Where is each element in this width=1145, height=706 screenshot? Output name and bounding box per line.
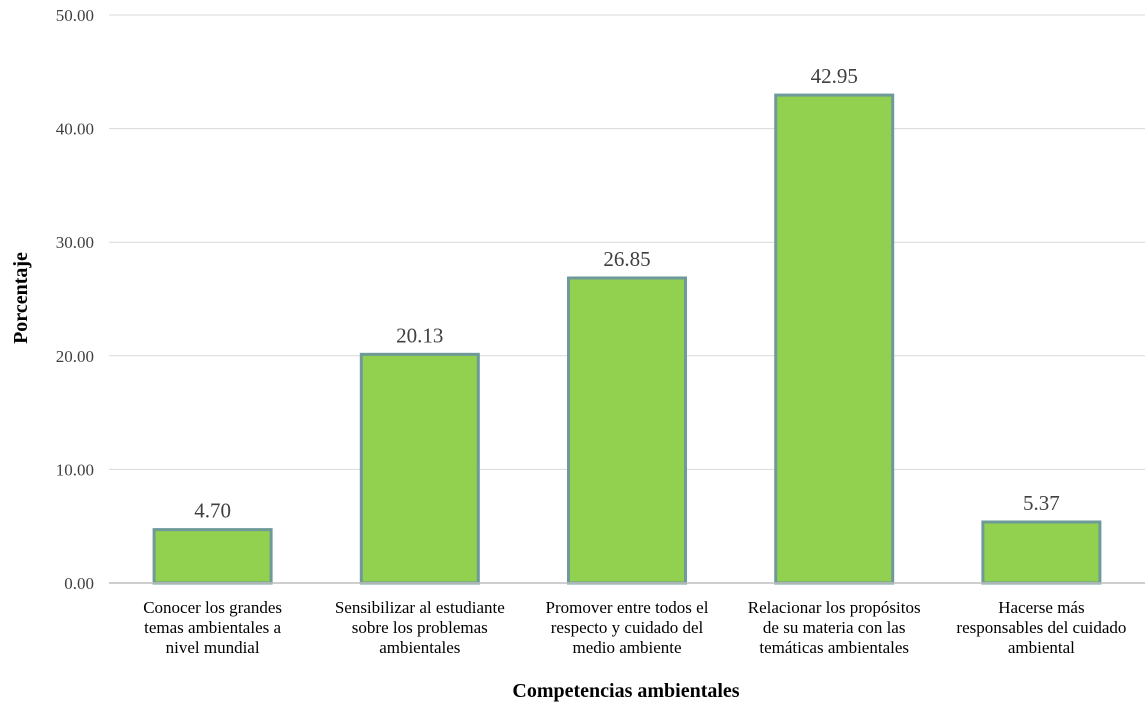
x-tick-label-line: ambientales <box>379 638 460 657</box>
x-tick-label: Promover entre todos el respecto y cuidad… <box>546 598 709 657</box>
data-label: 4.70 <box>194 499 231 523</box>
x-tick-label-line: Promover entre todos el <box>546 598 709 617</box>
x-tick-label: Relacionar los propósitos de su materia c… <box>748 598 921 657</box>
bar <box>359 352 480 585</box>
y-tick-label: 10.00 <box>56 460 94 479</box>
gridlines <box>109 14 1145 470</box>
x-tick-label: Hacerse más responsables del cuidado ambie… <box>956 598 1126 657</box>
y-tick-label: 30.00 <box>56 233 94 252</box>
data-label: 20.13 <box>396 323 443 347</box>
x-tick-label-line: de su materia con las <box>763 618 906 637</box>
x-tick-label: Conocer los grandes temas ambientales a ni… <box>143 598 282 657</box>
bars <box>152 93 1102 585</box>
bar <box>567 276 687 585</box>
x-tick-label-line: temáticas ambientales <box>759 638 909 657</box>
x-tick-label: Sensibilizar al estudiante sobre los prob… <box>335 598 505 657</box>
y-tick-label: 40.00 <box>56 120 94 139</box>
x-tick-label-line: Sensibilizar al estudiante <box>335 598 505 617</box>
y-tick-label: 0.00 <box>64 574 94 593</box>
x-tick-label-line: responsables del cuidado <box>956 618 1126 637</box>
y-tick-label: 20.00 <box>56 347 94 366</box>
x-tick-label-line: respecto y cuidado del <box>551 618 704 637</box>
x-tick-label-line: temas ambientales a <box>144 618 281 637</box>
x-tick-label-line: Hacerse más <box>998 598 1084 617</box>
x-tick-label-line: Conocer los grandes <box>143 598 282 617</box>
x-axis-title: Competencias ambientales <box>512 680 739 702</box>
x-tick-label-line: Relacionar los propósitos <box>748 598 921 617</box>
data-label: 42.95 <box>811 64 858 88</box>
data-label: 5.37 <box>1023 491 1060 515</box>
x-tick-label-line: medio ambiente <box>572 638 681 657</box>
bar <box>981 520 1102 585</box>
bar <box>152 528 273 585</box>
y-tick-label: 50.00 <box>56 6 94 25</box>
x-axis-ticks: Conocer los grandes temas ambientales a ni… <box>143 598 1126 657</box>
data-label: 26.85 <box>603 247 650 271</box>
x-tick-label-line: sobre los problemas <box>352 618 488 637</box>
bar <box>774 93 895 585</box>
x-tick-label-line: nivel mundial <box>166 638 260 657</box>
y-axis-ticks: 0.00 10.00 20.00 30.00 40.00 50.00 <box>56 6 94 593</box>
y-axis-title: Porcentaje <box>10 252 32 344</box>
data-labels: 4.70 20.13 26.85 42.95 5.37 <box>194 64 1060 523</box>
x-tick-label-line: ambiental <box>1008 638 1075 657</box>
